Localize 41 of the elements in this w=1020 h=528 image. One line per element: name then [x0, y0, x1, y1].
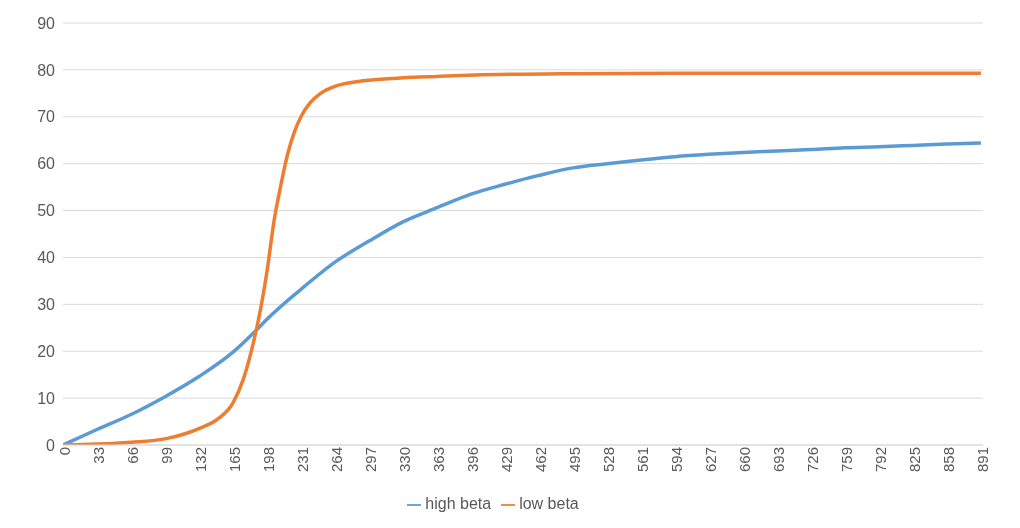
x-tick-label: 33: [89, 447, 107, 464]
x-tick-label: 891: [973, 447, 991, 473]
x-tick-label: 330: [395, 447, 413, 473]
y-tick-label: 30: [37, 296, 56, 314]
x-tick-label: 132: [191, 447, 209, 473]
x-tick-label: 561: [633, 447, 651, 473]
line-series: [63, 71, 983, 445]
line-series: [63, 141, 983, 445]
y-tick-label: 20: [37, 342, 56, 360]
y-tick-label: 40: [37, 249, 56, 267]
x-tick-label: 858: [939, 447, 957, 473]
x-tick-label: 363: [429, 447, 447, 473]
x-tick-label: 594: [667, 447, 685, 473]
x-tick-label: 660: [735, 447, 753, 473]
x-tick-label: 792: [871, 447, 889, 473]
y-tick-label: 90: [37, 14, 56, 32]
x-tick-label: 99: [157, 447, 175, 464]
x-tick-label: 759: [837, 447, 855, 473]
x-tick-label: 429: [497, 447, 515, 473]
x-tick-label: 396: [463, 447, 481, 473]
x-tick-label: 231: [293, 447, 311, 473]
legend-label: low beta: [519, 495, 579, 512]
x-tick-label: 462: [531, 447, 549, 473]
x-tick-label: 264: [327, 447, 345, 473]
y-tick-label: 80: [37, 61, 56, 79]
x-tick-label: 165: [225, 447, 243, 473]
x-tick-label: 528: [599, 447, 617, 473]
x-tick-label: 198: [259, 447, 277, 473]
x-tick-label: 627: [701, 447, 719, 473]
x-tick-label: 726: [803, 447, 821, 473]
y-tick-label: 70: [37, 108, 56, 126]
y-tick-label: 50: [37, 202, 56, 220]
x-tick-label: 495: [565, 447, 583, 473]
x-tick-label: 693: [769, 447, 787, 473]
x-tick-label: 0: [55, 447, 73, 456]
y-tick-label: 60: [37, 155, 56, 173]
y-tick-label: 10: [37, 389, 56, 407]
x-tick-label: 825: [905, 447, 923, 473]
x-tick-label: 66: [123, 447, 141, 464]
legend-label: high beta: [425, 495, 492, 512]
x-tick-label: 297: [361, 447, 379, 473]
